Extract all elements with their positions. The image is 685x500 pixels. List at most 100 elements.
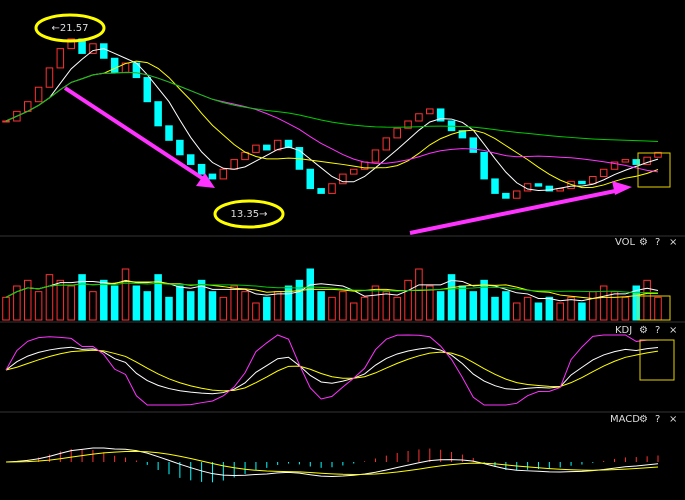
candle — [252, 144, 260, 153]
help-icon[interactable]: ? — [655, 237, 660, 248]
candle — [654, 151, 662, 158]
candle — [34, 86, 43, 103]
candle — [165, 125, 173, 141]
volume-bar — [56, 279, 65, 321]
vol-ma10 — [5, 280, 658, 299]
volume-bar — [132, 285, 141, 321]
volume-bar — [89, 291, 97, 321]
volume-bar — [349, 302, 358, 321]
candle — [263, 144, 271, 151]
panel-label: KDJ — [615, 325, 632, 336]
candle — [426, 108, 434, 115]
kdj-j — [5, 334, 659, 406]
help-icon[interactable]: ? — [655, 325, 660, 336]
candle — [176, 139, 184, 156]
settings-icon[interactable]: ⚙ — [639, 414, 648, 425]
candle — [186, 154, 195, 165]
volume-bar — [241, 291, 249, 321]
low-label: 13.35→ — [230, 209, 267, 220]
kdj-k — [5, 346, 659, 395]
volume-bar — [578, 302, 586, 321]
close-icon[interactable]: × — [669, 325, 677, 336]
volume-bar — [295, 279, 304, 321]
candle — [339, 173, 347, 185]
highlight-box — [637, 295, 671, 321]
settings-icon[interactable]: ⚙ — [639, 237, 648, 248]
volume-bar — [426, 285, 434, 321]
volume-bar — [415, 268, 423, 321]
volume-bar — [382, 291, 391, 321]
volume-bar — [306, 268, 315, 321]
volume-bar — [502, 291, 510, 321]
candle — [100, 43, 108, 59]
candle — [154, 101, 162, 127]
vol-ma5 — [5, 279, 659, 302]
marks — [2, 38, 662, 483]
candle — [349, 168, 358, 175]
volume-bar — [360, 296, 369, 321]
candle — [110, 57, 119, 74]
close-icon[interactable]: × — [669, 237, 677, 248]
volume-bar — [567, 296, 575, 321]
volume-bar — [328, 296, 336, 321]
candle — [317, 188, 325, 194]
candle — [393, 127, 401, 139]
volume-bar — [534, 302, 543, 321]
volume-bar — [545, 296, 554, 321]
volume-bar — [556, 302, 564, 321]
volume-bar — [230, 285, 238, 321]
arrow — [409, 188, 621, 235]
volume-bar — [208, 291, 217, 321]
volume-bar — [404, 279, 412, 321]
volume-bar — [23, 279, 32, 321]
candle — [89, 43, 97, 54]
volume-bar — [121, 268, 130, 321]
volume-bar — [197, 279, 206, 321]
candle — [382, 137, 391, 151]
volume-bar — [469, 291, 478, 321]
volume-bar — [186, 291, 195, 321]
candle — [480, 151, 488, 180]
volume-bar — [599, 285, 608, 321]
volume-bar — [110, 285, 119, 321]
candle — [491, 178, 499, 194]
candle — [284, 139, 293, 149]
volume-bar — [339, 291, 347, 321]
candle — [143, 77, 152, 103]
low-ellipse — [213, 199, 285, 229]
candle — [2, 120, 10, 123]
panel-headers: VOL KDJ MACD ⚙ ⚙ ⚙ ? ? ? × × × — [610, 237, 677, 425]
high-label: ←21.57 — [51, 23, 88, 34]
candle — [56, 48, 65, 69]
arrowhead — [196, 173, 215, 188]
close-icon[interactable]: × — [669, 414, 677, 425]
arrowhead — [612, 181, 632, 195]
macd-dea — [5, 450, 659, 475]
volume-bar — [610, 291, 619, 321]
candle — [371, 149, 380, 163]
settings-icon[interactable]: ⚙ — [639, 325, 648, 336]
candle — [512, 190, 521, 199]
macd-dif — [5, 447, 659, 477]
volume-bar — [284, 285, 293, 321]
help-icon[interactable]: ? — [655, 414, 660, 425]
candle — [599, 168, 608, 177]
candle — [534, 183, 543, 187]
candle — [404, 120, 412, 129]
candle — [545, 185, 554, 192]
highlight-box — [637, 152, 671, 188]
volume-bar — [458, 285, 467, 321]
candle — [306, 168, 315, 190]
candle — [67, 38, 75, 50]
volume-bar — [45, 274, 54, 321]
volume-bar — [480, 279, 488, 321]
candle — [643, 156, 651, 165]
volume-bar — [143, 291, 152, 321]
candle — [469, 137, 478, 153]
volume-bar — [491, 296, 499, 321]
arrows — [63, 86, 621, 235]
volume-bar — [252, 302, 260, 321]
panel-label: VOL — [615, 237, 636, 248]
high-ellipse — [34, 13, 106, 43]
